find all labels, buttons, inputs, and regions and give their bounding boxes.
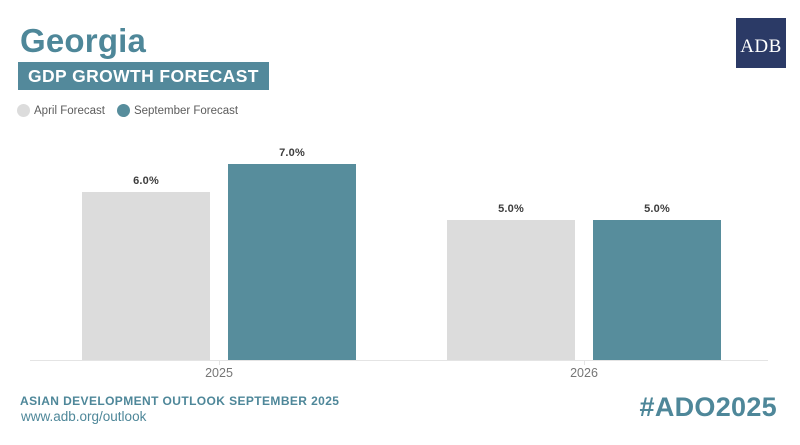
bar-value-label: 7.0% [279,147,305,159]
footer-publication: ASIAN DEVELOPMENT OUTLOOK SEPTEMBER 2025 [20,394,340,408]
legend-label: September Forecast [133,104,239,117]
axis-category-label: 2026 [570,366,598,380]
adb-logo-text: ADB [740,35,782,57]
bar-september-forecast-2026: 5.0% [593,203,721,360]
axis-tick [219,360,220,365]
page-title: Georgia [20,22,147,59]
bar-value-label: 5.0% [498,203,524,215]
bar-april-forecast-2025: 6.0% [82,175,210,360]
bar-chart: 6.0% 7.0% 2025 5.0% 5.0% 2026 [30,140,768,380]
axis-tick [584,360,585,365]
bar-group-2026: 5.0% 5.0% 2026 [447,140,721,380]
subtitle-label: GDP GROWTH FORECAST [28,65,259,86]
axis-category-label: 2025 [205,366,233,380]
subtitle-band: GDP GROWTH FORECAST [18,62,269,90]
bar-value-label: 5.0% [644,203,670,215]
april-forecast-swatch-icon [17,104,30,117]
bar-group-2025: 6.0% 7.0% 2025 [82,140,356,380]
footer-hashtag: #ADO2025 [639,392,777,422]
legend-item-september-forecast: September Forecast [116,104,239,117]
bar-september-forecast-2025: 7.0% [228,147,356,360]
legend-label: April Forecast [34,104,105,117]
bar-april-forecast-2026: 5.0% [447,203,575,360]
chart-legend: April Forecast September Forecast [17,104,238,117]
adb-logo: ADB [736,18,786,68]
bar-value-label: 6.0% [133,175,159,187]
footer-url-link[interactable]: www.adb.org/outlook [21,409,147,424]
legend-item-april-forecast: April Forecast [17,104,105,117]
september-forecast-swatch-icon [116,104,130,117]
